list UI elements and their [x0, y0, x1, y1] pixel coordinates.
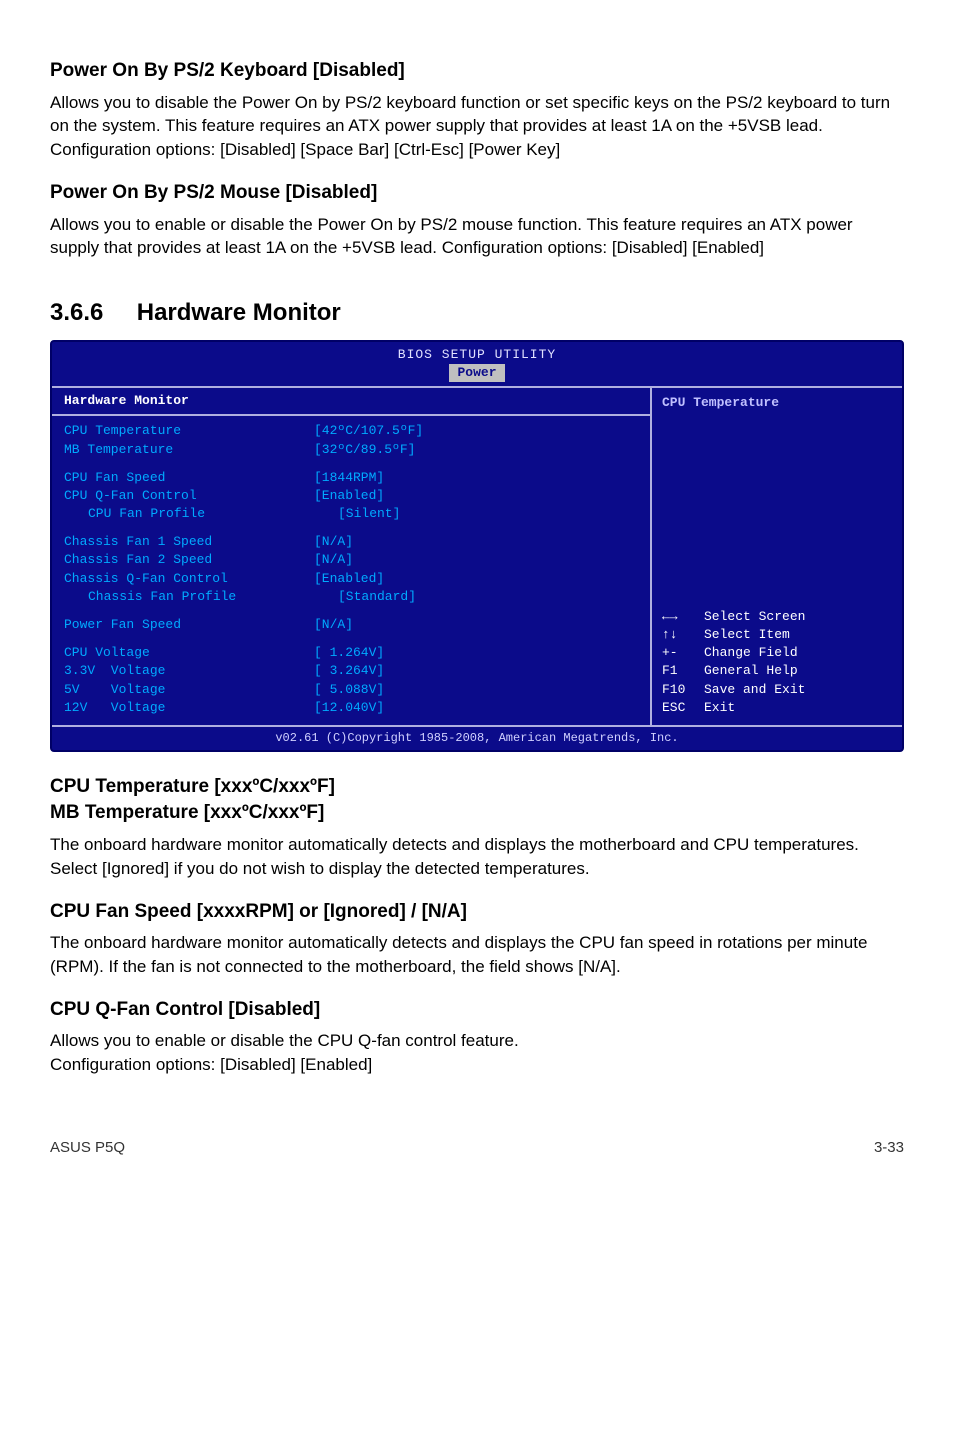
bios-row: CPU Fan Profile[Silent] — [64, 505, 638, 523]
bios-row-value: [ 1.264V] — [314, 644, 384, 662]
bios-tab-power: Power — [449, 364, 504, 382]
bios-row-value: [32ºC/89.5ºF] — [314, 441, 415, 459]
bios-tab-row: Power — [52, 364, 902, 386]
bios-row: MB Temperature[32ºC/89.5ºF] — [64, 441, 638, 459]
bios-row: Chassis Fan 2 Speed[N/A] — [64, 551, 638, 569]
qfan-text: Allows you to enable or disable the CPU … — [50, 1029, 904, 1077]
bios-row-label: Chassis Q-Fan Control — [64, 570, 314, 588]
bios-row-value: [N/A] — [314, 616, 353, 634]
ps2-keyboard-heading: Power On By PS/2 Keyboard [Disabled] — [50, 58, 904, 85]
temp-text: The onboard hardware monitor automatical… — [50, 833, 904, 881]
bios-nav-item: ESCExit — [662, 699, 892, 717]
hwmon-heading: 3.6.6 Hardware Monitor — [50, 296, 904, 330]
bios-nav-label: General Help — [704, 663, 798, 678]
bios-heading-right: CPU Temperature — [662, 394, 892, 412]
page-footer: ASUS P5Q 3-33 — [50, 1137, 904, 1158]
bios-row: Chassis Q-Fan Control[Enabled] — [64, 570, 638, 588]
bios-row-label: Power Fan Speed — [64, 616, 314, 634]
bios-right-panel: CPU Temperature ←→Select Screen↑↓Select … — [652, 388, 902, 725]
bios-nav-item: F10Save and Exit — [662, 681, 892, 699]
bios-row-label: CPU Temperature — [64, 422, 314, 440]
bios-nav-label: Exit — [704, 700, 735, 715]
bios-row-label: CPU Voltage — [64, 644, 314, 662]
bios-row: Chassis Fan Profile[Standard] — [64, 588, 638, 606]
bios-row-label: 5V Voltage — [64, 681, 314, 699]
bios-row-value: [Standard] — [338, 588, 416, 606]
qfan-heading: CPU Q-Fan Control [Disabled] — [50, 997, 904, 1024]
bios-footer: v02.61 (C)Copyright 1985-2008, American … — [52, 725, 902, 750]
bios-row-value: [Enabled] — [314, 487, 384, 505]
bios-row-value: [N/A] — [314, 551, 353, 569]
bios-nav-key: ↑↓ — [662, 626, 704, 644]
bios-row-label: 3.3V Voltage — [64, 662, 314, 680]
bios-heading-left: Hardware Monitor — [52, 388, 650, 416]
bios-row: 5V Voltage[ 5.088V] — [64, 681, 638, 699]
bios-nav-key: F10 — [662, 681, 704, 699]
bios-nav-label: Change Field — [704, 645, 798, 660]
bios-nav-item: ↑↓Select Item — [662, 626, 892, 644]
bios-nav-item: F1General Help — [662, 662, 892, 680]
bios-nav-label: Select Item — [704, 627, 790, 642]
bios-row-label: CPU Fan Speed — [64, 469, 314, 487]
bios-row-label: Chassis Fan 1 Speed — [64, 533, 314, 551]
hwmon-title: Hardware Monitor — [137, 299, 341, 326]
bios-row: CPU Temperature[42ºC/107.5ºF] — [64, 422, 638, 440]
bios-row: CPU Voltage[ 1.264V] — [64, 644, 638, 662]
bios-nav-key: +- — [662, 644, 704, 662]
bios-row: Power Fan Speed[N/A] — [64, 616, 638, 634]
bios-nav-key: F1 — [662, 662, 704, 680]
temp-heading: CPU Temperature [xxxºC/xxxºF] MB Tempera… — [50, 774, 904, 827]
bios-row-label: CPU Q-Fan Control — [64, 487, 314, 505]
bios-setup-screenshot: BIOS SETUP UTILITY Power Hardware Monito… — [50, 340, 904, 752]
bios-row-value: [N/A] — [314, 533, 353, 551]
ps2-mouse-heading: Power On By PS/2 Mouse [Disabled] — [50, 180, 904, 207]
hwmon-number: 3.6.6 — [50, 299, 103, 326]
bios-nav-key: ESC — [662, 699, 704, 717]
bios-row-value: [1844RPM] — [314, 469, 384, 487]
bios-row-value: [12.040V] — [314, 699, 384, 717]
footer-right: 3-33 — [874, 1137, 904, 1158]
bios-nav-label: Select Screen — [704, 609, 805, 624]
bios-row-value: [ 5.088V] — [314, 681, 384, 699]
fanspeed-text: The onboard hardware monitor automatical… — [50, 931, 904, 979]
bios-row-label: MB Temperature — [64, 441, 314, 459]
footer-left: ASUS P5Q — [50, 1137, 125, 1158]
bios-row: CPU Q-Fan Control[Enabled] — [64, 487, 638, 505]
bios-row-label: Chassis Fan 2 Speed — [64, 551, 314, 569]
bios-row: 3.3V Voltage[ 3.264V] — [64, 662, 638, 680]
bios-row-value: [Enabled] — [314, 570, 384, 588]
bios-nav-label: Save and Exit — [704, 682, 805, 697]
bios-row-value: [ 3.264V] — [314, 662, 384, 680]
bios-row-label: 12V Voltage — [64, 699, 314, 717]
bios-row-value: [Silent] — [338, 505, 400, 523]
bios-row-value: [42ºC/107.5ºF] — [314, 422, 423, 440]
bios-title: BIOS SETUP UTILITY — [52, 342, 902, 364]
fanspeed-heading: CPU Fan Speed [xxxxRPM] or [Ignored] / [… — [50, 899, 904, 926]
bios-left-panel: Hardware Monitor CPU Temperature[42ºC/10… — [52, 388, 652, 725]
ps2-keyboard-text: Allows you to disable the Power On by PS… — [50, 91, 904, 162]
bios-nav-key: ←→ — [662, 608, 704, 626]
bios-row: CPU Fan Speed[1844RPM] — [64, 469, 638, 487]
bios-nav: ←→Select Screen↑↓Select Item+-Change Fie… — [662, 608, 892, 717]
bios-nav-item: ←→Select Screen — [662, 608, 892, 626]
bios-nav-item: +-Change Field — [662, 644, 892, 662]
bios-row-label: Chassis Fan Profile — [64, 588, 338, 606]
bios-row: Chassis Fan 1 Speed[N/A] — [64, 533, 638, 551]
bios-row-label: CPU Fan Profile — [64, 505, 338, 523]
bios-row: 12V Voltage[12.040V] — [64, 699, 638, 717]
ps2-mouse-text: Allows you to enable or disable the Powe… — [50, 213, 904, 261]
